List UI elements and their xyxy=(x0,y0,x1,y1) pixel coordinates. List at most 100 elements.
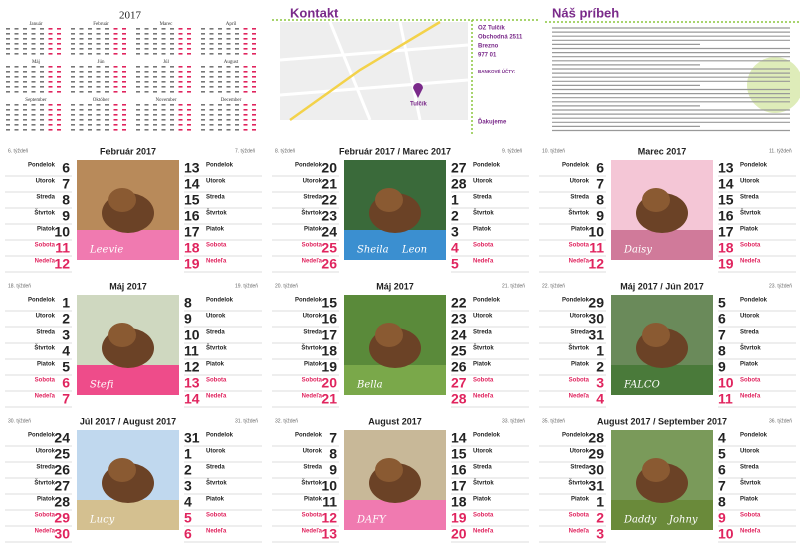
day-number: 11 xyxy=(322,494,337,510)
day-cell xyxy=(79,71,84,73)
day-cell xyxy=(153,114,157,116)
day-cell xyxy=(57,114,61,116)
day-cell xyxy=(23,129,27,131)
day-number: 13 xyxy=(718,160,734,176)
day-number: 16 xyxy=(321,311,337,327)
photo-ground xyxy=(344,365,446,395)
day-cell xyxy=(122,33,126,35)
day-cell xyxy=(48,124,53,126)
day-name: Nedeľa xyxy=(569,259,590,265)
day-number: 1 xyxy=(62,295,70,311)
day-number: 12 xyxy=(54,256,70,272)
day-cell xyxy=(23,114,27,116)
day-cell xyxy=(105,129,109,131)
day-name: Nedeľa xyxy=(569,529,590,535)
day-name: Sobota xyxy=(473,378,494,384)
day-number: 29 xyxy=(588,295,604,311)
day-cell xyxy=(57,38,61,40)
day-cell xyxy=(113,81,118,83)
day-cell xyxy=(226,124,231,126)
day-cell xyxy=(153,76,157,78)
day-cell xyxy=(209,81,214,83)
day-cell xyxy=(226,38,231,40)
day-name: Pondelok xyxy=(562,298,590,304)
day-name: Nedeľa xyxy=(473,259,494,265)
day-cell xyxy=(201,109,205,111)
day-name: Utorok xyxy=(36,449,56,455)
day-cell xyxy=(218,38,222,40)
panel-title: Júl 2017 / August 2017 xyxy=(80,416,176,426)
day-cell xyxy=(105,86,109,88)
day-cell xyxy=(23,91,27,93)
day-cell xyxy=(178,28,183,30)
day-cell xyxy=(57,48,61,50)
day-cell xyxy=(218,76,222,78)
day-cell xyxy=(178,66,183,68)
day-cell xyxy=(243,71,248,73)
day-cell xyxy=(187,104,191,106)
day-number: 15 xyxy=(718,192,734,208)
day-cell xyxy=(218,81,222,83)
day-cell xyxy=(136,86,140,88)
day-cell xyxy=(96,71,101,73)
day-cell xyxy=(218,114,222,116)
day-cell xyxy=(48,129,53,131)
day-number: 30 xyxy=(588,311,604,327)
day-cell xyxy=(88,66,92,68)
day-number: 31 xyxy=(588,478,604,494)
day-cell xyxy=(105,53,109,55)
day-cell xyxy=(40,114,44,116)
day-name: Sobota xyxy=(569,378,590,384)
day-cell xyxy=(161,91,166,93)
day-cell xyxy=(96,81,101,83)
day-cell xyxy=(178,38,183,40)
day-number: 8 xyxy=(329,446,337,462)
dog-head xyxy=(375,188,403,212)
day-cell xyxy=(144,53,149,55)
photo-caption: Johny xyxy=(667,515,698,526)
day-cell xyxy=(161,129,166,131)
day-cell xyxy=(144,119,149,121)
day-number: 8 xyxy=(184,295,192,311)
day-cell xyxy=(144,81,149,83)
day-cell xyxy=(6,71,10,73)
day-cell xyxy=(218,66,222,68)
day-cell xyxy=(153,91,157,93)
day-name: Streda xyxy=(206,465,225,471)
day-number: 4 xyxy=(62,343,70,359)
day-cell xyxy=(96,124,101,126)
day-cell xyxy=(23,33,27,35)
day-cell xyxy=(161,38,166,40)
day-name: Štvrtok xyxy=(34,209,55,217)
day-number: 17 xyxy=(718,224,734,240)
photo-caption: Leevie xyxy=(89,245,123,256)
day-cell xyxy=(88,124,92,126)
month-name: Jún xyxy=(98,60,105,65)
day-cell xyxy=(187,114,191,116)
day-cell xyxy=(161,81,166,83)
day-cell xyxy=(79,76,84,78)
day-cell xyxy=(31,114,36,116)
month-name: Január xyxy=(29,22,42,27)
day-cell xyxy=(187,81,191,83)
day-cell xyxy=(40,124,44,126)
day-cell xyxy=(218,91,222,93)
day-name: Štvrtok xyxy=(473,479,494,487)
day-name: Piatok xyxy=(571,362,590,368)
day-number: 4 xyxy=(184,494,192,510)
day-name: Streda xyxy=(36,195,55,201)
day-name: Pondelok xyxy=(740,433,768,439)
day-cell xyxy=(23,124,27,126)
day-number: 10 xyxy=(588,224,604,240)
day-cell xyxy=(113,86,118,88)
day-number: 12 xyxy=(184,359,200,375)
day-cell xyxy=(252,66,256,68)
day-number: 4 xyxy=(451,240,459,256)
day-cell xyxy=(144,28,149,30)
day-cell xyxy=(48,76,53,78)
day-cell xyxy=(235,119,239,121)
day-cell xyxy=(79,33,84,35)
day-cell xyxy=(178,114,183,116)
day-cell xyxy=(226,71,231,73)
day-cell xyxy=(6,91,10,93)
